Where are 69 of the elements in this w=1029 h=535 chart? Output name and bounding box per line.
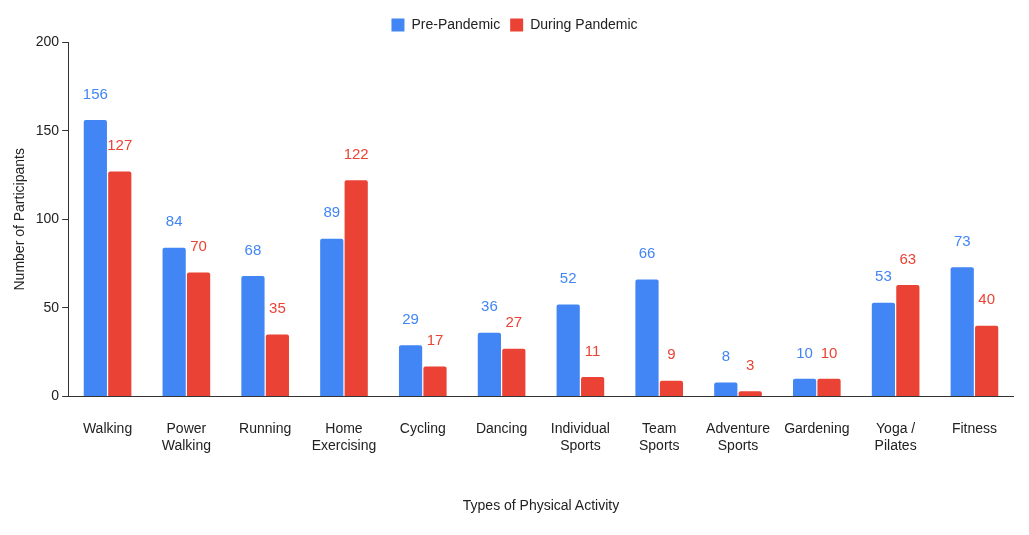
data-label: 3	[746, 355, 755, 373]
data-label: 27	[505, 313, 523, 331]
x-tick-label: Running	[239, 419, 292, 436]
bar	[186, 272, 211, 397]
x-tick-label: Adventure Sports	[706, 419, 771, 453]
data-label: 29	[402, 309, 419, 327]
bar	[556, 304, 580, 397]
data-label: 52	[559, 269, 577, 287]
bar	[344, 180, 368, 397]
x-tick-label: Yoga / Pilates	[874, 419, 917, 453]
data-label: 73	[953, 231, 971, 249]
bar	[423, 366, 447, 397]
data-label: 89	[323, 203, 341, 221]
data-label: 11	[584, 341, 601, 359]
data-label: 36	[481, 297, 498, 315]
data-label: 17	[426, 331, 444, 349]
bar	[896, 284, 920, 397]
bar	[659, 380, 684, 397]
bar	[108, 171, 132, 397]
bar	[738, 391, 762, 397]
data-label: 35	[269, 299, 286, 317]
y-tick-label: 150	[35, 121, 60, 138]
bar	[581, 377, 605, 397]
x-axis-title: Types of Physical Activity	[462, 497, 620, 514]
data-label: 70	[190, 237, 207, 255]
x-tick-label: Team Sports	[638, 419, 680, 453]
data-label: 84	[165, 212, 183, 230]
y-tick-label: 200	[35, 32, 60, 49]
bar	[714, 382, 738, 397]
data-label: 10	[796, 343, 813, 361]
x-tick-label: Cycling	[399, 419, 446, 436]
data-label: 122	[343, 144, 369, 162]
bar	[975, 325, 999, 397]
bar	[83, 120, 107, 397]
x-tick-label: Dancing	[475, 419, 528, 436]
bar	[817, 378, 841, 397]
bar	[793, 378, 817, 397]
data-label: 68	[244, 240, 262, 258]
bar	[502, 348, 526, 397]
bar	[398, 345, 423, 397]
data-label: 63	[899, 249, 917, 267]
bar	[265, 334, 289, 397]
x-tick-label: Home Exercising	[311, 419, 377, 453]
x-tick-label: Gardening	[784, 419, 850, 436]
bar	[950, 267, 974, 397]
data-label: 127	[107, 136, 133, 154]
y-tick-label: 0	[51, 387, 60, 404]
bar	[241, 276, 265, 397]
data-label: 40	[978, 290, 995, 308]
x-tick-label: Individual Sports	[550, 419, 610, 453]
bar	[635, 279, 659, 397]
x-tick-label: Walking	[82, 419, 133, 436]
bar	[162, 247, 186, 397]
legend-label: Pre-Pandemic	[411, 15, 501, 32]
data-label: 53	[875, 267, 892, 285]
data-label: 9	[667, 345, 676, 363]
legend-label: During Pandemic	[530, 15, 638, 32]
y-tick-label: 50	[43, 298, 60, 315]
bar	[871, 302, 896, 397]
data-label: 10	[820, 343, 838, 361]
y-tick-label: 100	[35, 210, 60, 227]
x-tick-label: Fitness	[951, 419, 997, 436]
data-label: 156	[82, 84, 108, 102]
data-label: 8	[721, 347, 730, 365]
bar	[320, 238, 344, 397]
data-label: 66	[638, 244, 656, 262]
bar	[477, 332, 501, 397]
x-tick-label: Power Walking	[161, 419, 212, 453]
y-axis-title: Number of Participants	[11, 148, 28, 291]
